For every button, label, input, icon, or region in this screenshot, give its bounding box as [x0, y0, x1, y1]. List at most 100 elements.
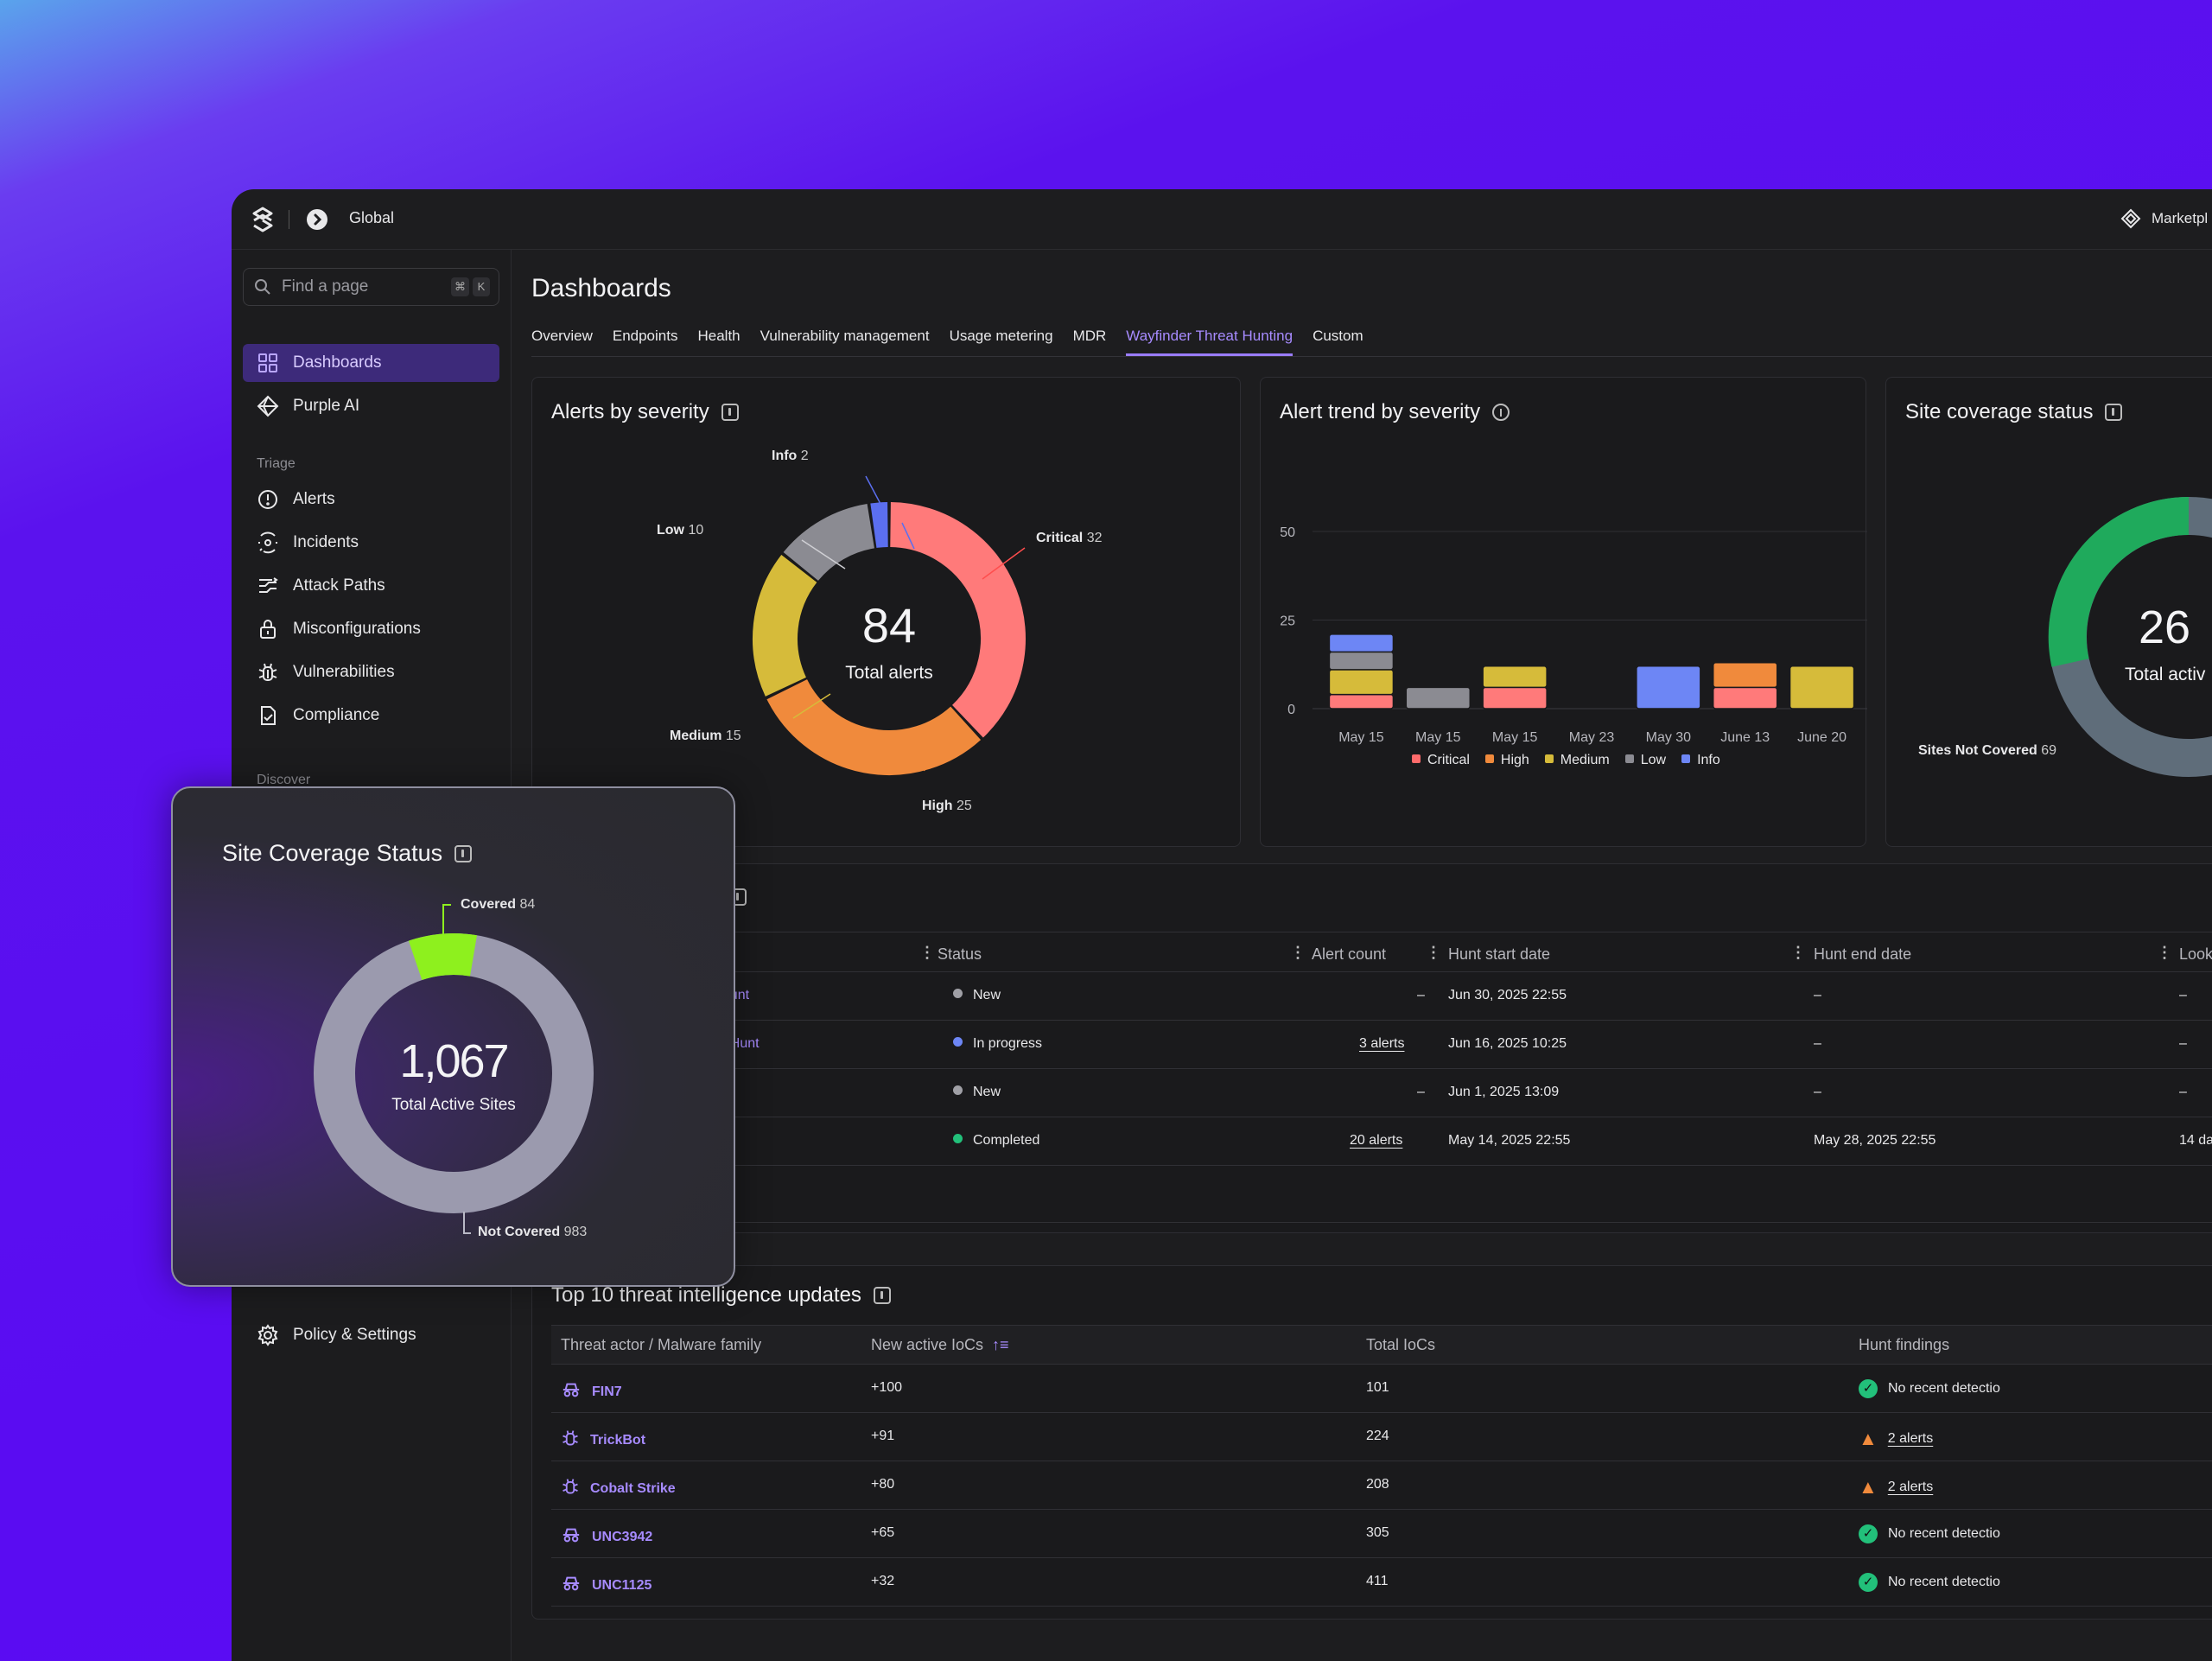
column-menu-icon[interactable]: ⋮: [919, 944, 935, 961]
sidebar-item-purple-ai[interactable]: Purple AI: [243, 387, 499, 425]
finding-alerts-link[interactable]: 2 alerts: [1887, 1480, 1934, 1495]
slice-name: High: [922, 799, 953, 813]
sidebar-item-attack-paths[interactable]: Attack Paths: [243, 567, 499, 605]
threat-actor-name[interactable]: Cobalt Strike: [590, 1480, 676, 1496]
bar-segment-critical[interactable]: [1328, 693, 1395, 710]
status-label: New: [973, 988, 1001, 1002]
tab-mdr[interactable]: MDR: [1072, 328, 1107, 344]
hunt-alert-count: –: [1417, 1085, 1425, 1099]
info-icon[interactable]: [721, 404, 739, 421]
bar-segment-medium[interactable]: [1328, 669, 1395, 696]
col-header-status[interactable]: Status: [938, 945, 982, 963]
sidebar-item-incidents[interactable]: Incidents: [243, 524, 499, 562]
donut-slice-medium[interactable]: [753, 554, 817, 697]
medium-slice-label: Medium 15: [670, 729, 741, 744]
column-menu-icon[interactable]: ⋮: [1290, 944, 1306, 961]
popout-total-label: Total Active Sites: [391, 1096, 516, 1114]
hunt-lookback: –: [2179, 1085, 2187, 1099]
tab-overview[interactable]: Overview: [531, 328, 593, 344]
status-label: In progress: [973, 1036, 1043, 1051]
card-title: Top 10 threat intelligence updates: [551, 1283, 891, 1308]
info-icon[interactable]: [1492, 404, 1510, 421]
incident-icon: [258, 531, 277, 554]
sort-icon[interactable]: ↑≡: [992, 1336, 1009, 1353]
legend-low: Low: [1624, 753, 1666, 768]
bug-icon: [258, 663, 277, 681]
threat-actor-name[interactable]: FIN7: [592, 1384, 622, 1399]
finding-alerts-link[interactable]: 2 alerts: [1887, 1431, 1934, 1447]
threat-actor-cell[interactable]: UNC3942: [561, 1525, 652, 1549]
threat-actor-name[interactable]: UNC1125: [592, 1577, 652, 1593]
lock-icon: [260, 620, 276, 639]
threat-intel-title: Top 10 threat intelligence updates: [551, 1283, 861, 1307]
sidebar-item-misconfigurations[interactable]: Misconfigurations: [243, 610, 499, 648]
page-title: Dashboards: [531, 274, 671, 302]
tab-health[interactable]: Health: [697, 328, 741, 344]
tab-endpoints[interactable]: Endpoints: [612, 328, 678, 344]
sidebar-item-policy-settings[interactable]: Policy & Settings: [243, 1316, 499, 1354]
logo-icon[interactable]: [249, 205, 276, 234]
donut-slice-low[interactable]: [783, 504, 875, 582]
col-header-alert-count[interactable]: Alert count: [1312, 945, 1387, 963]
bar-segment-medium[interactable]: [1789, 665, 1855, 710]
sidebar-item-label: Alerts: [293, 490, 335, 508]
bar-segment-high2[interactable]: [1712, 661, 1778, 689]
tab-usage-metering[interactable]: Usage metering: [949, 328, 1053, 344]
bar-segment-critical[interactable]: [1712, 686, 1778, 710]
hunt-alert-count-link[interactable]: 3 alerts: [1359, 1036, 1405, 1051]
legend-label: High: [1500, 753, 1529, 767]
sidebar-item-vulnerabilities[interactable]: Vulnerabilities: [243, 653, 499, 691]
tab-custom[interactable]: Custom: [1313, 328, 1363, 344]
slice-value: 15: [725, 729, 741, 743]
column-menu-icon[interactable]: ⋮: [2157, 944, 2172, 961]
threat-actor-name[interactable]: UNC3942: [592, 1529, 653, 1544]
search-input[interactable]: Find a page ⌘ K: [243, 268, 499, 306]
col-header-hunt-end[interactable]: Hunt end date: [1814, 945, 1912, 963]
slice-value: 2: [800, 449, 809, 463]
tab-wayfinder-threat-hunting[interactable]: Wayfinder Threat Hunting: [1126, 327, 1294, 356]
info-icon[interactable]: [2105, 404, 2123, 421]
donut-slice-critical[interactable]: [889, 502, 1026, 738]
marketplace-link[interactable]: Marketpl: [2120, 208, 2208, 229]
bar-segment-medium[interactable]: [1482, 665, 1548, 689]
col-header-hunt-findings[interactable]: Hunt findings: [1859, 1336, 1950, 1353]
popout-total-value: 1,067: [399, 1035, 509, 1087]
col-header-new-iocs[interactable]: New active IoCs ↑≡: [871, 1336, 1009, 1354]
col-header-hunt-start[interactable]: Hunt start date: [1448, 945, 1551, 963]
warning-icon: ▲: [1859, 1476, 1878, 1498]
column-menu-icon[interactable]: ⋮: [1426, 944, 1441, 961]
bar-segment-info[interactable]: [1328, 633, 1395, 653]
threat-actor-cell[interactable]: UNC1125: [561, 1574, 652, 1597]
search-placeholder: Find a page: [282, 277, 369, 296]
sidebar-item-dashboards[interactable]: Dashboards: [243, 344, 499, 382]
column-menu-icon[interactable]: ⋮: [1790, 944, 1806, 961]
bar-segment-critical[interactable]: [1482, 686, 1548, 710]
col-header-total-iocs[interactable]: Total IoCs: [1366, 1336, 1436, 1353]
sidebar-item-alerts[interactable]: Alerts: [243, 480, 499, 519]
covered-arc: [2048, 496, 2190, 667]
bar-segment-low[interactable]: [1328, 651, 1395, 671]
hunt-start-date: May 14, 2025 22:55: [1448, 1133, 1571, 1148]
covered-arc[interactable]: [408, 933, 477, 981]
hunt-end-date: May 28, 2025 22:55: [1814, 1133, 1936, 1148]
info-icon[interactable]: [873, 1287, 891, 1304]
hunt-alert-count-link[interactable]: 20 alerts: [1350, 1133, 1403, 1148]
donut-slice-high[interactable]: [766, 678, 982, 775]
threat-actor-name[interactable]: TrickBot: [590, 1432, 646, 1448]
scope-chevron-icon[interactable]: [306, 208, 328, 231]
tab-vulnerability-management[interactable]: Vulnerability management: [760, 328, 930, 344]
legend-value: 69: [2041, 743, 2057, 758]
col-header-threat-actor[interactable]: Threat actor / Malware family: [561, 1336, 762, 1353]
threat-actor-cell[interactable]: Cobalt Strike: [561, 1477, 676, 1500]
sidebar-item-compliance[interactable]: Compliance: [243, 697, 499, 735]
legend-medium: Medium: [1544, 753, 1610, 768]
card-title: Site coverage status: [1905, 400, 2123, 424]
threat-actor-cell[interactable]: FIN7: [561, 1380, 622, 1403]
bar-segment-info[interactable]: [1636, 665, 1701, 710]
threat-actor-cell[interactable]: TrickBot: [561, 1429, 645, 1452]
col-header-lookback[interactable]: Lookb: [2179, 945, 2212, 963]
bar-segment-low[interactable]: [1405, 686, 1471, 710]
scope-label[interactable]: Global: [349, 209, 395, 226]
main-content: Dashboards Overview Endpoints Health Vul…: [512, 250, 2212, 1661]
info-icon[interactable]: [454, 844, 473, 862]
